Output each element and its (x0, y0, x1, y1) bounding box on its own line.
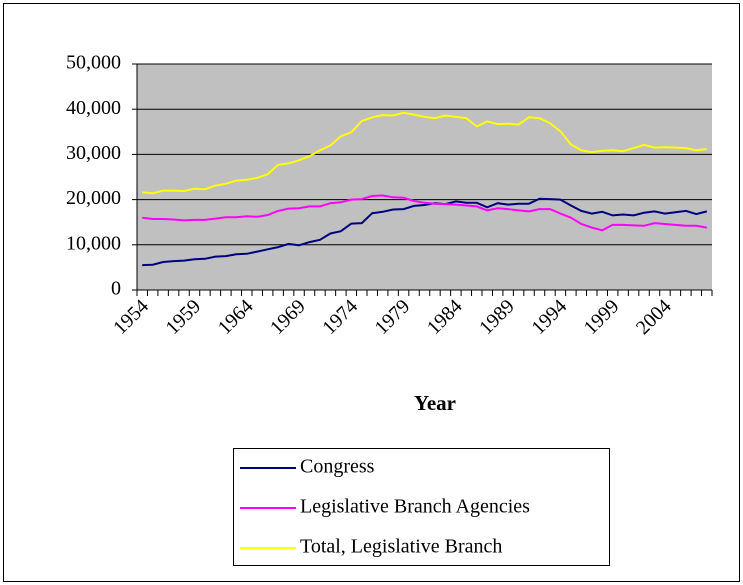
y-tick-label: 20,000 (66, 187, 121, 209)
legend-label: Total, Legislative Branch (300, 536, 502, 558)
y-tick-label: 50,000 (66, 52, 121, 74)
series-line (142, 111, 707, 195)
y-tick-label: 30,000 (66, 142, 121, 164)
y-tick-label: 40,000 (66, 97, 121, 119)
series-line (142, 194, 707, 232)
y-tick-label: 10,000 (66, 232, 121, 254)
plot-area (137, 64, 712, 290)
legend-label: Legislative Branch Agencies (300, 496, 530, 518)
legend-label: Congress (300, 456, 375, 478)
y-tick-label: 0 (111, 278, 121, 300)
series-line (142, 197, 708, 267)
legend-box (233, 448, 610, 566)
x-axis-label: Year (414, 391, 456, 415)
